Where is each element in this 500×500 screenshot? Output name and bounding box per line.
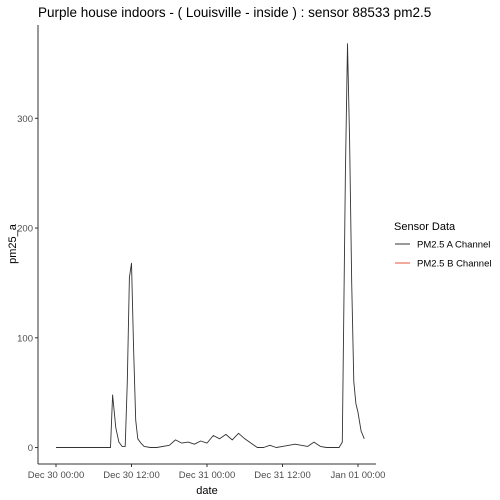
y-tick-label: 0 (28, 443, 33, 454)
x-tick-label: Jan 01 00:00 (331, 470, 386, 481)
x-tick-label: Dec 30 00:00 (28, 470, 85, 481)
series-layer (56, 44, 364, 448)
legend-title: Sensor Data (394, 221, 456, 233)
x-tick-label: Dec 31 00:00 (179, 470, 236, 481)
x-ticks: Dec 30 00:00 Dec 30 12:00 Dec 31 00:00 Dec … (28, 464, 386, 481)
series-line-a-channel (56, 44, 364, 448)
chart-title: Purple house indoors - ( Louisville - in… (38, 5, 431, 20)
legend-entries: PM2.5 A Channel PM2.5 B Channel (395, 240, 491, 270)
x-axis-title: date (196, 485, 217, 497)
legend: Sensor Data PM2.5 A Channel PM2.5 B Chann… (394, 221, 491, 270)
x-tick-label: Dec 30 12:00 (103, 470, 160, 481)
y-axis-title: pm25_a (7, 223, 19, 264)
y-tick-label: 200 (17, 224, 33, 235)
legend-label: PM2.5 B Channel (417, 259, 491, 270)
x-tick-label: Dec 31 12:00 (254, 470, 311, 481)
y-tick-label: 100 (17, 333, 33, 344)
y-tick-label: 300 (17, 114, 33, 125)
legend-label: PM2.5 A Channel (417, 240, 490, 251)
y-ticks: 0 100 200 300 (17, 114, 38, 454)
